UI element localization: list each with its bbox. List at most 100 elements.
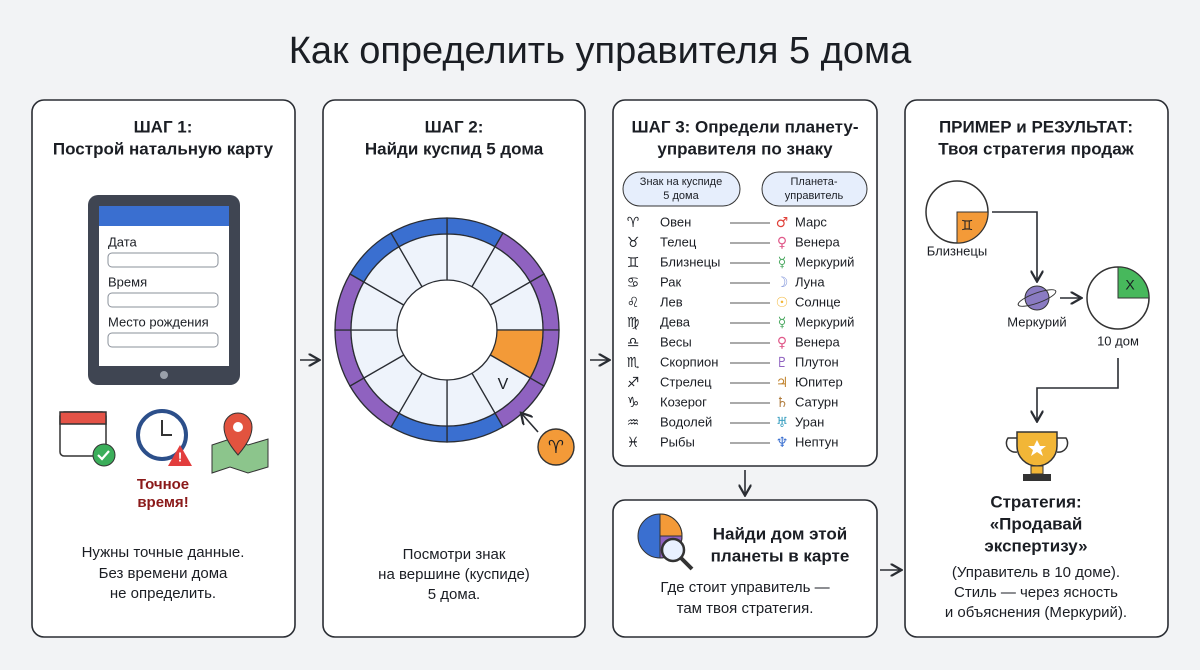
sign-name: Козерог	[660, 394, 707, 409]
sign-name: Водолей	[660, 414, 712, 429]
shape	[168, 445, 192, 466]
shape	[233, 422, 243, 432]
step-heading: ШАГ 1:	[134, 117, 193, 136]
planet-name: Солнце	[795, 294, 841, 309]
shape	[1017, 289, 1057, 307]
sign-name: Рак	[660, 274, 681, 289]
planet-name: Нептун	[795, 434, 838, 449]
planet-symbol: ♀	[777, 335, 787, 351]
column-header	[622, 171, 741, 207]
planet-symbol: ♆	[776, 435, 789, 451]
shape	[160, 371, 168, 379]
tablet	[88, 195, 240, 385]
planet-symbol: ♅	[776, 415, 789, 431]
sign-name: Телец	[660, 234, 697, 249]
house-name: 10 дом	[1097, 333, 1139, 348]
warning: время!	[137, 494, 188, 511]
planet-symbol: ♀	[777, 235, 787, 251]
note: на вершине (куспиде)	[378, 566, 530, 583]
field-label: Время	[108, 274, 147, 289]
note: Где стоит управитель —	[660, 579, 829, 596]
sign-symbol: ♒	[627, 415, 640, 431]
step-heading: управителя по знаку	[657, 139, 833, 158]
planet-symbol: ♇	[776, 355, 789, 371]
planet-name: Луна	[795, 274, 825, 289]
step-heading: Найди куспид 5 дома	[365, 139, 544, 158]
house-sector	[1117, 266, 1150, 299]
sign-name: Лев	[660, 294, 683, 309]
shape	[99, 206, 229, 226]
note: (Управитель в 10 доме).	[952, 564, 1120, 581]
column-header: 5 дома	[663, 190, 699, 202]
sign-symbol: ♈	[548, 437, 564, 458]
planet-symbol: ♂	[776, 215, 789, 231]
note: Стиль — через ясность	[954, 584, 1118, 601]
shape	[1023, 474, 1051, 481]
sign-name: Близнецы	[660, 254, 720, 269]
sign-name: Близнецы	[927, 243, 987, 258]
column-header: Планета-	[791, 176, 838, 188]
step-heading: ШАГ 3: Определи планету-	[632, 117, 859, 136]
sign-name: Рыбы	[660, 434, 695, 449]
shape	[97, 450, 110, 461]
shape	[107, 332, 219, 348]
step-heading: ПРИМЕР и РЕЗУЛЬТАТ:	[939, 117, 1133, 136]
shape	[161, 420, 172, 436]
note: Без времени дома	[99, 565, 228, 582]
arrow	[992, 211, 1037, 280]
shape	[1005, 437, 1069, 453]
note: Нужны точные данные.	[82, 544, 245, 561]
step-heading: Построй натальную карту	[53, 139, 274, 158]
planet-name: Меркурий	[795, 314, 854, 329]
sign-symbol: ♍	[627, 315, 640, 331]
find-title: Найди дом этой	[713, 524, 848, 543]
sign-symbol: ♊	[961, 218, 974, 234]
house-symbol: X	[1125, 277, 1135, 293]
sign-sector	[956, 211, 989, 244]
shape: !	[178, 449, 182, 464]
column-header	[761, 171, 868, 207]
house-segment	[398, 233, 448, 288]
strategy: экспертизу»	[984, 536, 1087, 555]
shape	[92, 443, 116, 467]
planet-name: Меркурий	[795, 254, 854, 269]
shape	[107, 292, 219, 308]
planet-name: Юпитер	[795, 374, 843, 389]
note: и объяснения (Меркурий).	[945, 604, 1127, 621]
house-label: V	[498, 376, 509, 393]
sign-symbol: ♊	[627, 255, 640, 271]
shape	[1028, 440, 1046, 456]
planet-symbol: ☿	[778, 255, 787, 271]
note: не определить.	[110, 585, 216, 602]
sign-symbol: ♏	[627, 355, 640, 371]
note: там твоя стратегия.	[677, 600, 814, 617]
calendar-icon	[59, 411, 116, 467]
shape	[659, 513, 683, 537]
planet-name: Меркурий	[1007, 314, 1066, 329]
trophy-icon	[1005, 431, 1069, 481]
shape	[1030, 465, 1044, 475]
shape	[660, 537, 686, 563]
field-label: Место рождения	[108, 314, 209, 329]
map-icon	[211, 412, 269, 474]
sign-symbol: ♉	[627, 235, 640, 251]
sign-symbol: ♈	[627, 215, 640, 231]
shape	[107, 252, 219, 268]
planet-name: Плутон	[795, 354, 839, 369]
sign-name: Весы	[660, 334, 692, 349]
pie-magnifier-icon	[637, 513, 694, 571]
planet-symbol: ☉	[776, 295, 789, 311]
step-heading: ШАГ 2:	[425, 117, 484, 136]
shape	[1024, 285, 1050, 311]
sign-symbol: ♌	[627, 295, 640, 311]
strategy: «Продавай	[990, 514, 1083, 533]
shape	[679, 556, 694, 571]
arrow	[522, 414, 539, 433]
planet-icon	[1017, 285, 1057, 311]
planet-symbol: ☿	[778, 315, 787, 331]
field-label: Дата	[108, 234, 138, 249]
sign-symbol: ♋	[627, 275, 640, 291]
shape	[223, 412, 253, 456]
clock-icon: !	[136, 409, 192, 466]
